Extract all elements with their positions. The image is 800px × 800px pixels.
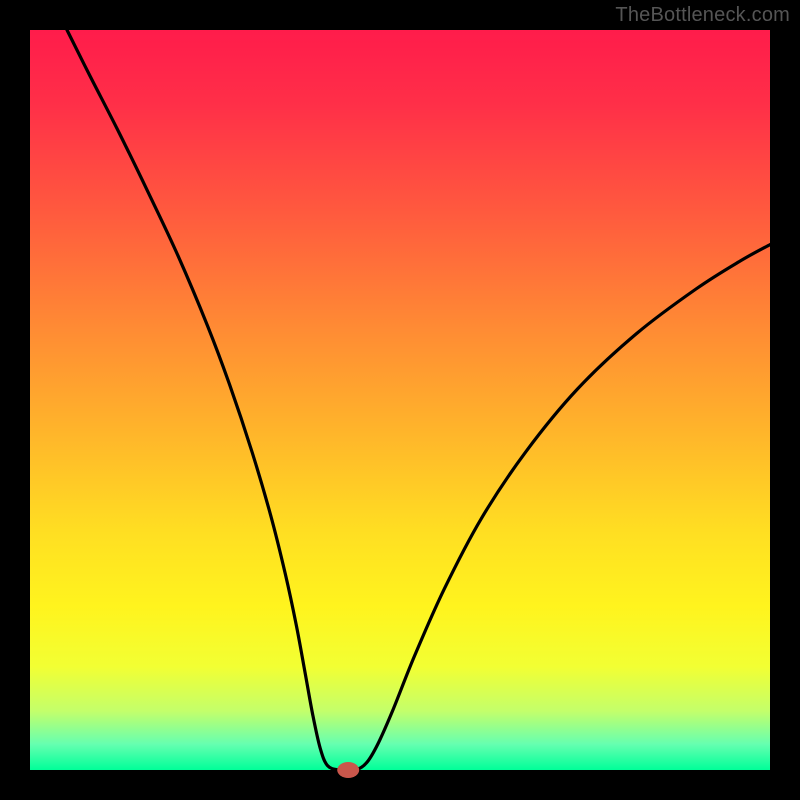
bottleneck-chart: TheBottleneck.com <box>0 0 800 800</box>
plot-background <box>30 30 770 770</box>
minimum-marker <box>337 762 359 778</box>
watermark-text: TheBottleneck.com <box>615 4 790 27</box>
chart-svg <box>0 0 800 800</box>
